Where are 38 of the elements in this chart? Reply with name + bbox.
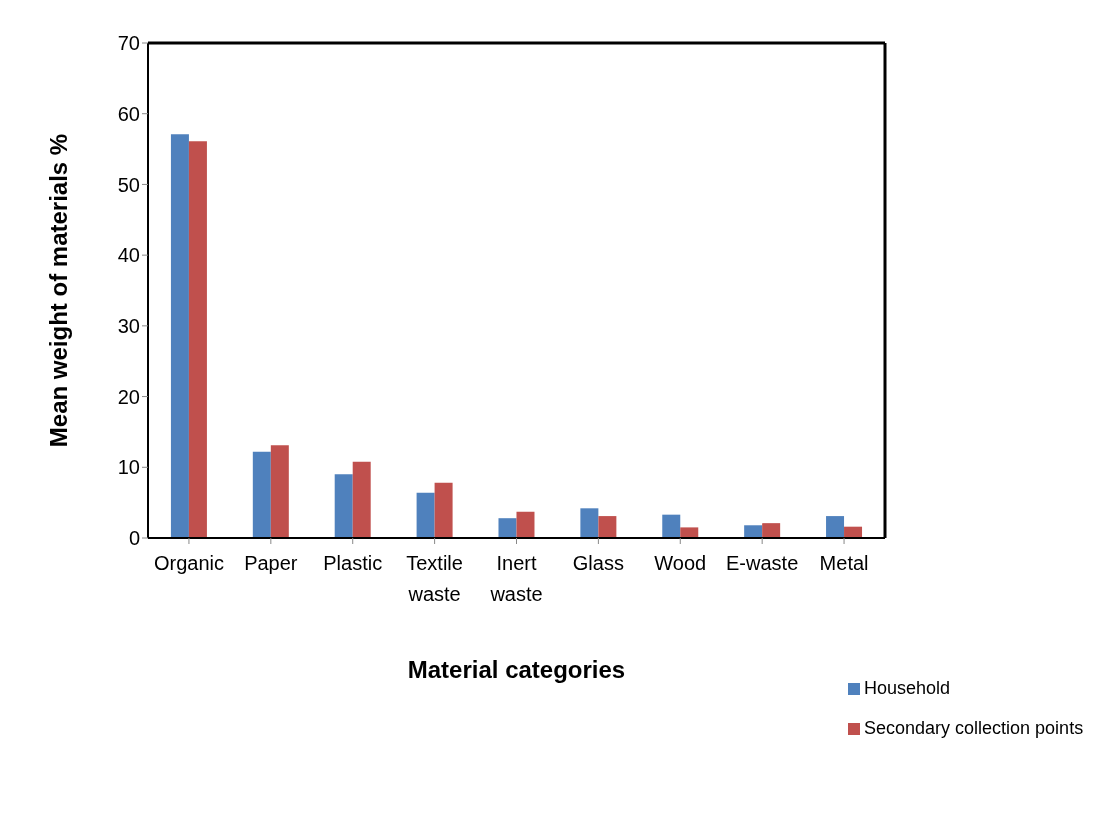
bar [680, 527, 699, 538]
bar [498, 518, 517, 538]
x-tick-label: Inert waste [489, 552, 543, 605]
y-tick-label: 60 [117, 102, 140, 125]
legend-label: Secondary collection points [864, 718, 1084, 738]
y-tick-label: 10 [117, 456, 140, 479]
bar [188, 141, 207, 538]
y-tick-label: 30 [117, 314, 140, 337]
x-tick-label: Textile waste [406, 552, 463, 605]
bar [662, 514, 681, 538]
y-tick-label: 20 [117, 385, 140, 408]
x-tick-label: Organic [153, 552, 224, 574]
bar [334, 474, 353, 538]
y-axis-title: Mean weight of materials % [44, 133, 72, 448]
x-tick-label: E-waste [726, 552, 799, 574]
bar [598, 516, 617, 538]
x-tick-label: Glass [572, 552, 624, 574]
y-tick-label: 0 [128, 527, 140, 550]
bar [252, 451, 271, 538]
bar [744, 525, 763, 538]
legend-label: Household [864, 678, 951, 698]
bar [516, 511, 535, 538]
bar [270, 445, 289, 538]
y-tick-label: 70 [117, 32, 140, 55]
y-tick-label: 50 [117, 173, 140, 196]
bar [434, 482, 453, 538]
x-tick-label: Paper [244, 552, 298, 574]
bar [416, 492, 435, 538]
y-tick-label: 40 [117, 244, 140, 267]
bar [170, 134, 189, 538]
bar [352, 461, 371, 538]
bar [762, 523, 781, 538]
x-tick-label: Metal [819, 552, 869, 574]
x-tick-label: Wood [654, 552, 707, 574]
x-tick-label: Plastic [323, 552, 383, 574]
bar [826, 516, 845, 538]
bar [580, 508, 599, 538]
x-axis-title: Material categories [407, 656, 626, 683]
